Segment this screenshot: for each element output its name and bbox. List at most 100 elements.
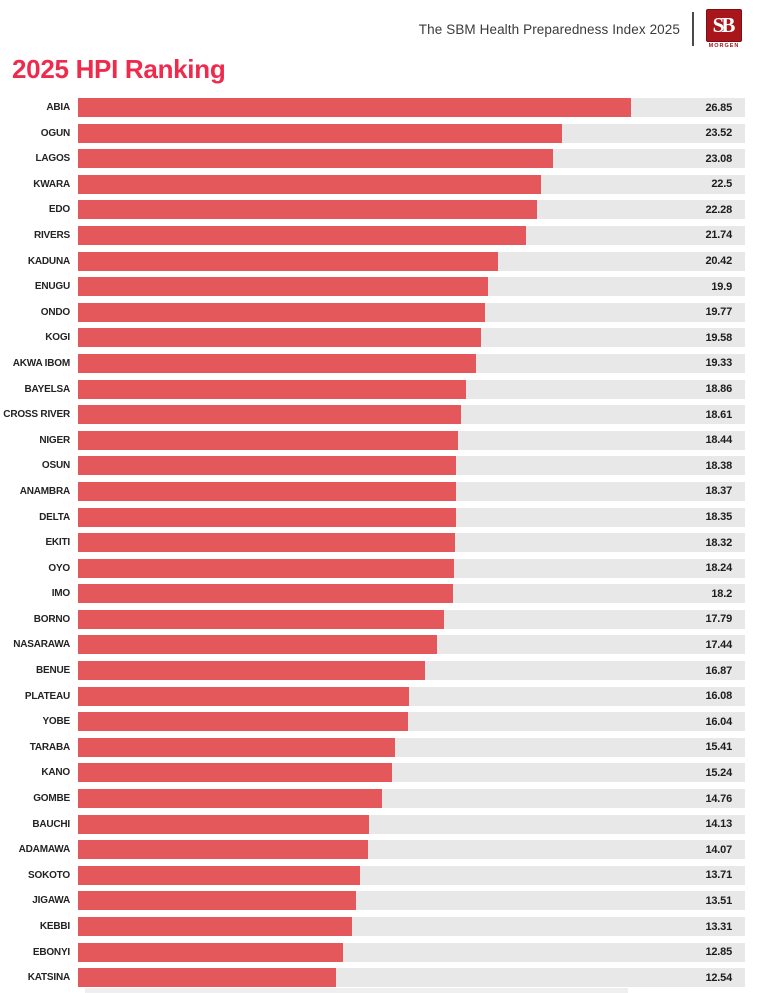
bar-fill xyxy=(78,405,462,425)
bar-label: BAUCHI xyxy=(32,818,70,830)
bar-label: ADAMAWA xyxy=(18,844,71,856)
bar-track: 23.52 xyxy=(78,123,745,143)
bar-fill xyxy=(78,379,467,399)
bar-value: 19.9 xyxy=(711,280,732,293)
bar-track: 16.04 xyxy=(78,712,745,732)
bar-track: 18.24 xyxy=(78,558,745,578)
bar-track: 16.08 xyxy=(78,686,745,706)
bar-chart: ABIA 26.85 OGUN 23.52 LAGOS 23.08 KWARA … xyxy=(0,98,768,988)
bar-value: 23.52 xyxy=(705,127,732,140)
bar-label: PLATEAU xyxy=(24,690,70,702)
bar-fill xyxy=(78,149,554,169)
bar-track: 18.32 xyxy=(78,533,745,553)
bar-fill xyxy=(78,789,382,809)
bar-label: KEBBI xyxy=(39,921,70,932)
bar-value: 15.24 xyxy=(705,766,732,779)
bar-track: 18.44 xyxy=(78,430,745,450)
bar-fill xyxy=(78,456,457,476)
chart-row: KATSINA 12.54 xyxy=(0,968,768,988)
bar-fill xyxy=(78,814,369,834)
bar-value: 16.87 xyxy=(705,664,732,677)
bar-fill xyxy=(78,840,368,860)
bar-value: 15.41 xyxy=(705,741,732,754)
bar-value: 12.54 xyxy=(705,971,732,984)
bar-fill xyxy=(78,712,409,732)
bar-fill xyxy=(78,942,343,962)
bar-fill xyxy=(78,481,457,501)
bar-label: DELTA xyxy=(39,511,70,523)
bar-value: 19.33 xyxy=(705,357,732,370)
bar-value: 18.44 xyxy=(705,434,732,447)
bar-fill xyxy=(78,430,458,450)
bar-value: 14.76 xyxy=(705,792,732,805)
bar-fill xyxy=(78,98,631,117)
bar-label: YOBE xyxy=(42,716,70,728)
bar-value: 22.28 xyxy=(705,203,732,216)
chart-row: BORNO 17.79 xyxy=(0,609,768,629)
bar-track: 18.37 xyxy=(78,481,745,501)
bar-label: BORNO xyxy=(33,613,70,625)
bar-label: KWARA xyxy=(33,178,70,190)
bar-value: 19.58 xyxy=(705,331,732,344)
bar-track: 15.41 xyxy=(78,737,745,757)
bar-fill xyxy=(78,686,410,706)
bar-fill xyxy=(78,200,537,220)
bar-value: 18.35 xyxy=(705,511,732,523)
bar-track: 18.2 xyxy=(78,584,745,604)
chart-row: BAYELSA 18.86 xyxy=(0,379,768,399)
bar-track: 17.44 xyxy=(78,635,745,655)
bar-fill xyxy=(78,302,485,322)
bar-track: 21.74 xyxy=(78,225,745,245)
bar-track: 13.71 xyxy=(78,865,745,885)
bar-track: 13.31 xyxy=(78,917,745,936)
bar-value: 19.77 xyxy=(705,306,732,319)
bar-track: 14.76 xyxy=(78,789,745,809)
bar-label: JIGAWA xyxy=(32,895,70,907)
bar-label: IMO xyxy=(51,588,70,600)
chart-row: BENUE 16.87 xyxy=(0,661,768,681)
bar-label: ABIA xyxy=(46,102,70,113)
bar-value: 13.71 xyxy=(705,869,732,882)
chart-row: EBONYI 12.85 xyxy=(0,942,768,962)
chart-row: OYO 18.24 xyxy=(0,558,768,578)
bar-label: OYO xyxy=(48,562,70,574)
chart-row: KEBBI 13.31 xyxy=(0,917,768,936)
bar-track: 18.35 xyxy=(78,507,745,527)
bar-label: OSUN xyxy=(41,460,70,472)
bar-value: 18.32 xyxy=(705,536,732,549)
bar-fill xyxy=(78,661,426,681)
bar-track: 18.61 xyxy=(78,405,745,425)
bar-value: 16.04 xyxy=(705,715,732,728)
bar-track: 18.86 xyxy=(78,379,745,399)
bar-track: 14.07 xyxy=(78,840,745,860)
bar-label: EDO xyxy=(48,204,70,216)
chart-row: GOMBE 14.76 xyxy=(0,789,768,809)
bar-track: 19.58 xyxy=(78,328,745,348)
bar-label: NASARAWA xyxy=(13,639,70,651)
bar-track: 23.08 xyxy=(78,149,745,169)
bar-fill xyxy=(78,891,357,911)
bar-fill xyxy=(78,225,526,245)
bar-track: 22.28 xyxy=(78,200,745,220)
bar-track: 20.42 xyxy=(78,251,745,271)
bar-fill xyxy=(78,737,396,757)
bar-fill xyxy=(78,533,456,553)
chart-row: OSUN 18.38 xyxy=(0,456,768,476)
bar-track: 15.24 xyxy=(78,763,745,783)
sbm-logo: SB MORGEN xyxy=(706,9,742,49)
chart-row: IMO 18.2 xyxy=(0,584,768,604)
header: The SBM Health Preparedness Index 2025 S… xyxy=(0,0,768,50)
bar-fill xyxy=(78,277,488,297)
bar-track: 13.51 xyxy=(78,891,745,911)
bar-label: BENUE xyxy=(35,665,70,677)
chart-row: ADAMAWA 14.07 xyxy=(0,840,768,860)
bar-value: 14.07 xyxy=(705,843,732,856)
bar-value: 26.85 xyxy=(705,101,732,114)
chart-row: ANAMBRA 18.37 xyxy=(0,481,768,501)
bar-value: 17.79 xyxy=(705,613,732,626)
chart-row: JIGAWA 13.51 xyxy=(0,891,768,911)
chart-row: BAUCHI 14.13 xyxy=(0,814,768,834)
bar-track: 26.85 xyxy=(78,98,745,117)
bar-value: 12.85 xyxy=(705,946,732,959)
bar-value: 13.31 xyxy=(705,920,732,933)
